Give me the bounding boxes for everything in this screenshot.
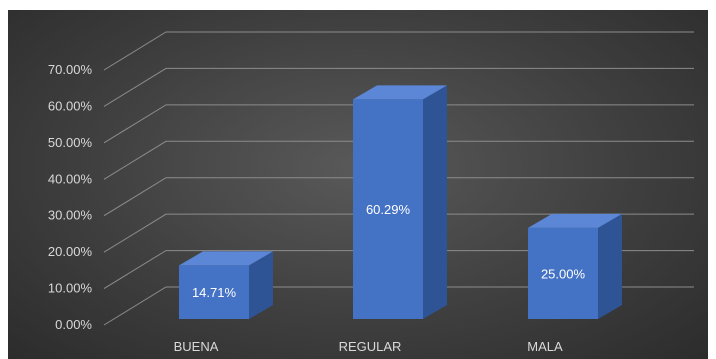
gridline [103,250,694,289]
bar-side-buena [249,251,273,319]
y-tick-label: 10.00% [48,281,93,296]
gridline [103,140,694,180]
gridline [103,67,694,107]
gridline [103,177,694,217]
bar-top-buena [179,251,273,266]
gridline [103,286,694,326]
x-category-label: BUENA [174,339,219,354]
data-label: 25.00% [541,266,586,281]
data-label: 60.29% [366,202,411,217]
y-tick-label: 50.00% [48,135,93,150]
x-category-label: REGULAR [339,339,402,354]
bar-top-regular [353,85,447,100]
bar-side-regular [423,85,447,319]
gridline [103,104,694,144]
bar-buena [179,265,249,319]
bar-top-mala [528,213,622,228]
bar-side-mala [598,213,622,319]
y-tick-label: 60.00% [48,98,93,113]
x-category-label: MALA [527,339,563,354]
y-tick-label: 70.00% [48,62,93,77]
gridline [103,31,694,71]
data-label: 14.71% [192,285,237,300]
y-tick-label: 30.00% [48,208,93,223]
y-tick-label: 20.00% [48,244,93,259]
y-tick-label: 40.00% [48,171,93,186]
bar-mala [528,227,598,319]
y-tick-label: 0.00% [55,317,92,332]
bar-regular [353,99,423,319]
gridline [103,213,694,253]
